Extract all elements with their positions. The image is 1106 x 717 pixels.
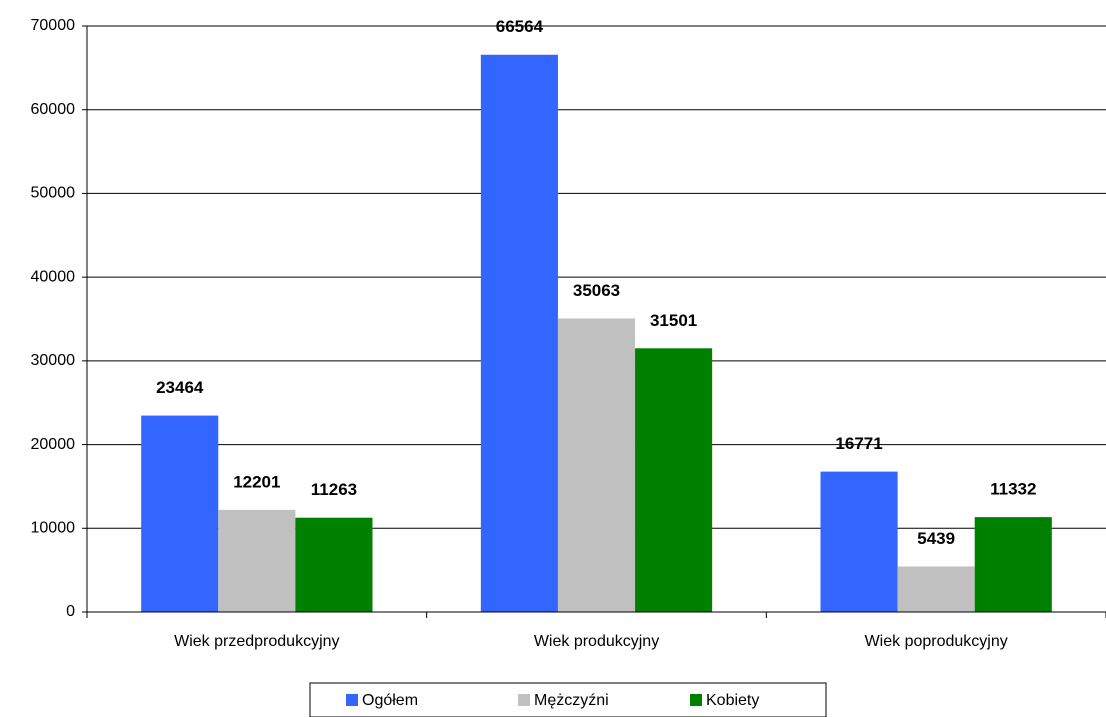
bar [974,517,1052,612]
value-label: 23464 [156,378,204,397]
legend-label: Kobiety [706,692,759,709]
x-tick-label: Wiek produkcyjny [534,633,659,650]
y-tick-label: 20000 [31,436,76,453]
bar [635,348,713,612]
legend-label: Mężczyźni [534,692,609,709]
value-label: 35063 [573,281,620,300]
value-label: 5439 [917,529,955,548]
legend-label: Ogółem [362,692,418,709]
bar [557,318,636,612]
legend-box [309,682,827,717]
bar [897,566,975,612]
y-tick-label: 0 [66,603,75,620]
y-tick-label: 30000 [31,352,76,369]
legend-swatch [518,694,530,706]
value-label: 66564 [496,17,544,36]
y-tick-label: 60000 [31,101,76,118]
value-label: 11332 [990,480,1036,499]
value-label: 31501 [650,311,697,330]
value-label: 11263 [311,480,357,499]
bar [295,517,373,612]
value-label: 16771 [835,434,882,453]
bar [141,415,219,612]
bar [820,471,898,612]
y-tick-label: 10000 [31,520,76,537]
bar [218,509,296,612]
legend-swatch [346,694,358,706]
y-tick-label: 70000 [31,17,76,34]
y-tick-label: 40000 [31,268,76,285]
y-tick-label: 50000 [31,185,76,202]
x-tick-label: Wiek przedprodukcyjny [174,633,339,650]
legend-swatch [690,694,702,706]
bar [480,54,558,613]
x-tick-label: Wiek poprodukcyjny [865,633,1008,650]
value-label: 12201 [233,472,280,491]
